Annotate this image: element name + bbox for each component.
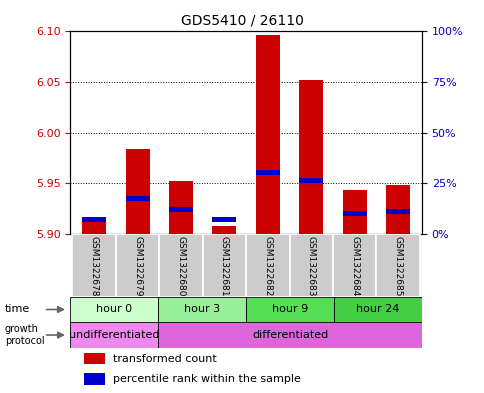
Text: GSM1322682: GSM1322682 [263,236,272,296]
Text: GSM1322684: GSM1322684 [349,236,359,296]
Bar [212,226,236,234]
Bar [125,196,149,202]
Bar [212,217,236,222]
Bar [158,322,421,348]
Bar [159,234,202,297]
Text: GSM1322678: GSM1322678 [90,236,99,296]
Bar [376,234,419,297]
Text: differentiated: differentiated [252,330,328,340]
Bar [169,206,193,211]
Text: GSM1322681: GSM1322681 [219,236,228,296]
Text: hour 0: hour 0 [96,305,132,314]
Bar [385,209,409,214]
Bar [169,181,193,234]
Text: hour 24: hour 24 [356,305,399,314]
Bar [256,35,279,234]
Bar [158,297,245,322]
Bar [299,178,322,183]
Bar [385,185,409,234]
Text: GSM1322680: GSM1322680 [176,236,185,296]
Bar [70,297,158,322]
Bar [289,234,333,297]
Bar [82,219,106,234]
Bar [299,80,322,234]
Bar [333,234,376,297]
Text: undifferentiated: undifferentiated [69,330,159,340]
Bar [125,149,149,234]
Text: GDS5410 / 26110: GDS5410 / 26110 [181,14,303,28]
Bar [116,234,159,297]
Bar [70,322,158,348]
Bar [84,353,105,364]
Bar [333,297,421,322]
Text: time: time [5,305,30,314]
Bar [245,234,289,297]
Text: GSM1322679: GSM1322679 [133,236,142,296]
Bar [72,234,116,297]
Bar [202,234,245,297]
Text: percentile rank within the sample: percentile rank within the sample [112,374,300,384]
Text: growth
protocol: growth protocol [5,324,45,346]
Bar [256,170,279,175]
Bar [82,217,106,222]
Text: transformed count: transformed count [112,354,216,364]
Text: GSM1322685: GSM1322685 [393,236,402,296]
Text: GSM1322683: GSM1322683 [306,236,315,296]
Bar [342,211,366,216]
Text: hour 3: hour 3 [184,305,220,314]
Text: hour 9: hour 9 [272,305,307,314]
Bar [342,190,366,234]
Bar [245,297,333,322]
Bar [84,373,105,385]
